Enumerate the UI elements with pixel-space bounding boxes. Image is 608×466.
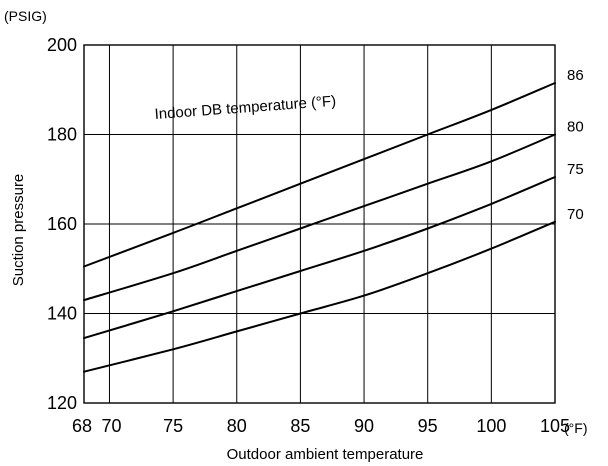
- data-series: [83, 82, 556, 373]
- series-label-80: 80: [567, 119, 584, 136]
- y-tick-labels: 120 140 160 180 200: [47, 35, 77, 413]
- x-tick-label: 75: [163, 416, 183, 436]
- x-tick-label: 105: [540, 416, 570, 436]
- x-tick-label: 100: [476, 416, 506, 436]
- series-label-70: 70: [567, 206, 584, 223]
- x-tick-label: 70: [101, 416, 121, 436]
- y-tick-label: 140: [47, 304, 77, 324]
- x-axis-label: Outdoor ambient temperature: [227, 446, 424, 463]
- y-unit-label: (PSIG): [4, 8, 47, 24]
- series-line-75: [83, 176, 556, 340]
- y-tick-label: 200: [47, 35, 77, 55]
- series-label-86: 86: [567, 67, 584, 84]
- curve-annotation: Indoor DB temperature (°F): [154, 93, 337, 123]
- series-labels: 86 80 75 70: [567, 67, 584, 223]
- x-tick-label: 80: [227, 416, 247, 436]
- x-tick-label: 68: [72, 416, 92, 436]
- y-gridlines: [84, 134, 555, 314]
- y-tick-label: 120: [47, 393, 77, 413]
- x-tick-labels: 68 70 75 80 85 90 95 100 105: [72, 416, 570, 436]
- plot-frame: [83, 44, 556, 404]
- y-tick-label: 160: [47, 214, 77, 234]
- x-tick-label: 90: [354, 416, 374, 436]
- series-label-75: 75: [567, 161, 584, 178]
- series-line-70: [83, 220, 556, 373]
- y-axis-label: Suction pressure: [10, 174, 27, 287]
- x-tick-label: 85: [290, 416, 310, 436]
- x-tick-label: 95: [418, 416, 438, 436]
- series-line-80: [83, 133, 556, 302]
- x-unit-label: (°F): [564, 420, 587, 436]
- y-tick-label: 180: [47, 125, 77, 145]
- series-line-86: [83, 82, 556, 268]
